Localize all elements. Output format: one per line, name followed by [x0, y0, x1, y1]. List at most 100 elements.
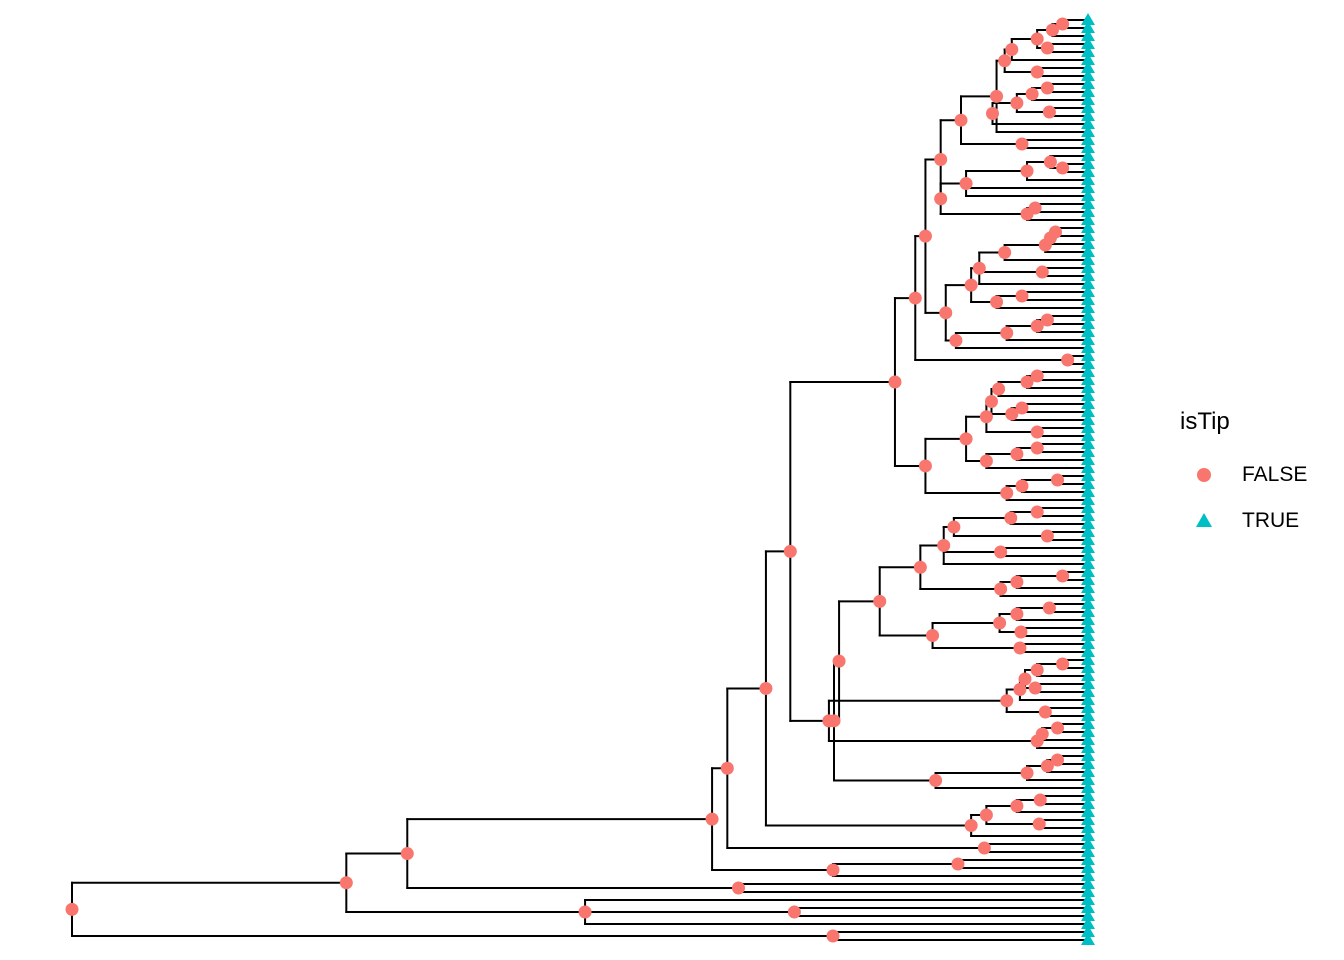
tip-point [1081, 645, 1095, 657]
tip-point [1081, 101, 1095, 113]
internal-node-point [1056, 569, 1070, 583]
legend: isTip FALSE TRUE [1180, 408, 1307, 544]
internal-node-point [400, 847, 414, 861]
tip-point [1081, 261, 1095, 273]
internal-node-point [1030, 65, 1044, 79]
tip-point [1081, 749, 1095, 761]
tip-point [1081, 853, 1095, 865]
internal-node-point [1051, 721, 1065, 735]
internal-node-point [1010, 799, 1024, 813]
tip-point [1081, 397, 1095, 409]
internal-node-point [977, 841, 991, 855]
internal-node-point [1014, 625, 1028, 639]
internal-node-point [1056, 17, 1070, 31]
internal-node-point [65, 902, 79, 916]
internal-node-point [1010, 96, 1024, 110]
internal-node-point [929, 774, 943, 787]
tip-point [1081, 653, 1095, 665]
tip-point [1081, 317, 1095, 329]
legend-item-true: TRUE [1180, 498, 1307, 544]
tip-point [1081, 589, 1095, 601]
internal-node-point [731, 881, 745, 895]
internal-node-point [1030, 441, 1044, 455]
tip-point [1081, 77, 1095, 89]
tip-point [1081, 413, 1095, 425]
tip-point [1081, 669, 1095, 681]
tip-point [1081, 541, 1095, 553]
internal-node-point [926, 629, 940, 642]
tip-point [1081, 453, 1095, 465]
legend-label: FALSE [1242, 463, 1308, 486]
internal-node-point [1038, 238, 1052, 252]
internal-node-point [992, 382, 1006, 396]
tip-point [1081, 509, 1095, 521]
internal-node-point [990, 295, 1004, 309]
tip-point [1081, 237, 1095, 249]
internal-node-point [939, 306, 953, 320]
tip-point [1081, 893, 1095, 905]
tip-point [1081, 13, 1095, 25]
tip-point [1081, 93, 1095, 105]
internal-node-point [826, 863, 840, 877]
tip-point [1081, 693, 1095, 705]
tip-point [1081, 301, 1095, 313]
tip-point [1081, 741, 1095, 753]
tip-point [1081, 461, 1095, 473]
tip-point [1081, 253, 1095, 265]
internal-node-point [1010, 575, 1024, 589]
internal-node-point [1020, 766, 1034, 780]
internal-node-point [1040, 81, 1054, 95]
tip-point [1081, 573, 1095, 585]
internal-node-point [934, 192, 948, 206]
tip-point [1081, 485, 1095, 497]
internal-node-point [1042, 105, 1056, 119]
tip-point [1081, 733, 1095, 745]
tip-point [1081, 29, 1095, 41]
internal-node-point [1061, 353, 1075, 367]
tip-point [1081, 661, 1095, 673]
internal-node-point [1028, 681, 1042, 695]
tip-point [1081, 269, 1095, 281]
internal-node-point [1005, 43, 1019, 56]
tip-point [1081, 765, 1095, 777]
internal-node-point [787, 905, 801, 919]
internal-node-point [1040, 313, 1054, 327]
internal-node-point [1000, 694, 1014, 708]
tip-point [1081, 789, 1095, 801]
legend-key [1186, 506, 1226, 536]
internal-node-point [1013, 683, 1027, 696]
internal-node-point [873, 594, 887, 608]
internal-node-point [783, 544, 797, 558]
internal-node-point [759, 681, 773, 695]
internal-node-point [1040, 41, 1054, 55]
tip-point [1081, 205, 1095, 217]
tip-point [1081, 165, 1095, 177]
internal-node-point [990, 89, 1004, 103]
tip-point [1081, 125, 1095, 137]
internal-node-point [705, 812, 719, 826]
internal-node-point [720, 761, 734, 775]
tip-point [1081, 37, 1095, 49]
tip-point [1081, 797, 1095, 809]
tip-point [1081, 717, 1095, 729]
tip-point [1081, 709, 1095, 721]
tip-point [1081, 933, 1095, 945]
tip-point [1081, 133, 1095, 145]
internal-node-point [1020, 207, 1034, 221]
internal-node-point [1025, 87, 1039, 101]
tip-point [1081, 53, 1095, 65]
internal-node-point [949, 334, 963, 347]
internal-node-point [947, 520, 961, 534]
internal-node-point [827, 714, 841, 728]
internal-node-point [1030, 32, 1044, 46]
tip-point [1081, 349, 1095, 361]
tip-point [1081, 309, 1095, 321]
internal-node-point [1038, 705, 1052, 719]
internal-node-point [985, 107, 999, 120]
internal-node-point [918, 459, 932, 473]
tip-point [1081, 285, 1095, 297]
tip-point [1081, 861, 1095, 873]
internal-node-point [1030, 319, 1044, 333]
internal-node-point [1010, 447, 1024, 461]
internal-node-point [972, 261, 986, 275]
